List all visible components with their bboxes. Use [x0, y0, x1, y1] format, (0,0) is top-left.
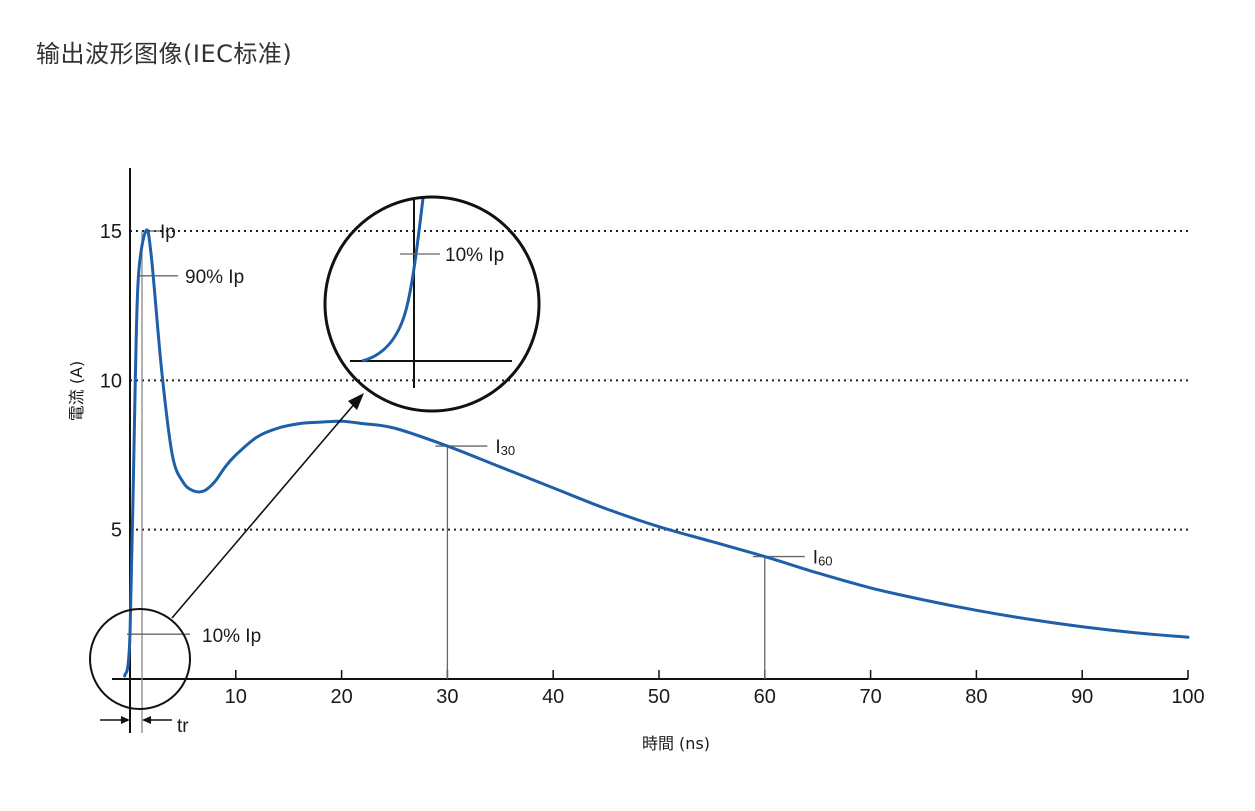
x-tick-label: 90	[1071, 686, 1093, 708]
x-tick-label: 10	[225, 686, 247, 708]
zoom-arrowhead	[348, 393, 364, 410]
inset-content	[350, 197, 512, 388]
x-tick-label: 20	[330, 686, 352, 708]
annotation-label: I30	[495, 437, 515, 458]
gridlines	[130, 230, 1188, 531]
zoom-inset: 10% Ip	[323, 195, 541, 413]
x-axis-label: 時間 (ns)	[642, 734, 710, 753]
tick-labels: 10 20 30 40 50 60 70 80 90 100 5 10 15	[100, 221, 1205, 708]
y-tick-label: 10	[100, 370, 122, 392]
tr-arrowhead-right	[142, 716, 151, 724]
x-tick-label: 60	[754, 686, 776, 708]
x-tick-label: 70	[859, 686, 881, 708]
ip-label: Ip	[160, 222, 176, 243]
x-tick-label: 50	[648, 686, 670, 708]
y-axis-label: 電流 (A)	[67, 361, 86, 422]
x-tick-label: 100	[1171, 686, 1204, 708]
guide-lines	[127, 230, 805, 733]
inset-label: 10% Ip	[445, 245, 504, 266]
annotation-label: I60	[813, 548, 833, 569]
tr-arrowhead-left	[121, 716, 130, 724]
p10-label: 10% Ip	[202, 626, 261, 647]
zoom-arrow	[171, 401, 357, 619]
tr-label: tr	[177, 716, 189, 737]
x-tick-label: 40	[542, 686, 564, 708]
annotations: I30 I60 Ip 90% Ip 10% Ip tr	[89, 222, 833, 737]
inset-circle	[323, 195, 541, 413]
inset-curve	[361, 197, 426, 363]
x-tick-label: 80	[965, 686, 987, 708]
x-tick-label: 30	[436, 686, 458, 708]
axes	[112, 168, 1189, 733]
p90-label: 90% Ip	[185, 267, 244, 288]
axis-labels: 時間 (ns) 電流 (A)	[67, 361, 710, 753]
zoom-source-circle	[89, 608, 191, 710]
series-line	[123, 228, 1190, 678]
y-tick-label: 15	[100, 221, 122, 243]
y-tick-label: 5	[111, 520, 122, 542]
page-title: 输出波形图像(IEC标准)	[36, 40, 293, 68]
